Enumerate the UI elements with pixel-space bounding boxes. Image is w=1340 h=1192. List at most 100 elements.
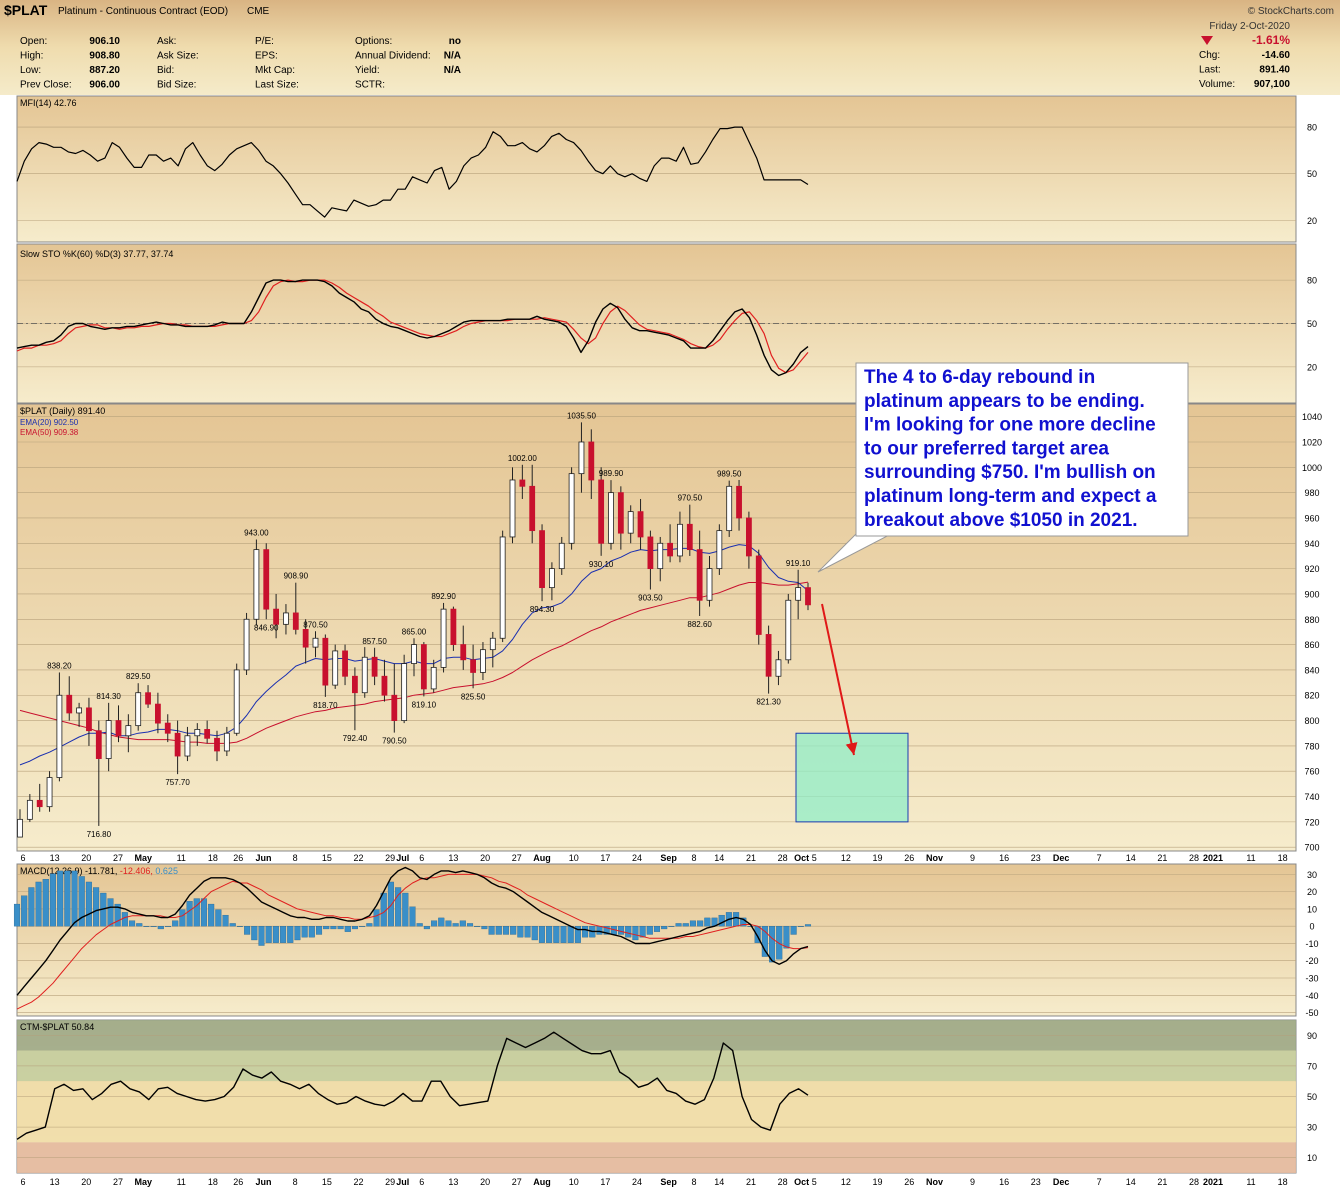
x-tick-label: 12 — [841, 1177, 851, 1187]
y-tick-label: 840 — [1304, 665, 1319, 675]
histogram-bar — [689, 920, 696, 927]
histogram-bar — [222, 914, 229, 927]
candle-body — [351, 675, 358, 694]
quote-label: Last: — [1199, 65, 1221, 76]
x-tick-label: 17 — [600, 1177, 610, 1187]
hist-value: 0.625 — [155, 866, 178, 876]
x-tick-label: Aug — [533, 853, 551, 863]
x-tick-label: Jul — [396, 853, 409, 863]
callout-box — [855, 362, 1189, 537]
histogram-bar — [143, 926, 150, 927]
candle-body — [135, 692, 142, 727]
price-annotation: 792.40 — [343, 734, 368, 743]
x-tick-label: 8 — [691, 853, 696, 863]
candle-body — [627, 511, 634, 534]
ctm-line — [16, 1031, 809, 1140]
x-tick-label: 26 — [233, 853, 243, 863]
quote-table: Open: 906.10 Ask: P/E: Options: no High: 908.80… — [20, 36, 461, 91]
quote-label: SCTR: — [355, 80, 385, 91]
quote-label: Ask: — [157, 36, 176, 47]
sto-k-line — [16, 279, 809, 377]
histogram-bar — [215, 909, 222, 927]
callout-line: to our preferred target area — [864, 438, 1109, 459]
histogram-bar — [337, 926, 344, 930]
histogram-bar — [172, 920, 179, 927]
candle-body — [765, 634, 772, 677]
x-tick-label: 28 — [1189, 853, 1199, 863]
x-tick-label: 5 — [812, 853, 817, 863]
macd-panel-frame — [16, 863, 1297, 1017]
candle-body — [26, 799, 33, 820]
histogram-bar — [625, 926, 632, 938]
mfi-panel-frame — [16, 95, 1297, 243]
x-tick-label: 23 — [1031, 853, 1041, 863]
candle-body — [312, 637, 319, 648]
x-tick-label: 15 — [322, 1177, 332, 1187]
histogram-bar — [567, 926, 574, 943]
candle-body — [647, 536, 654, 570]
candle-body — [263, 549, 270, 610]
candle-body — [332, 650, 339, 686]
histogram-bar — [646, 926, 653, 935]
x-tick-label: 20 — [480, 853, 490, 863]
candle-body — [283, 612, 289, 625]
quote-label: Bid: — [157, 65, 174, 76]
price-annotation: 903.50 — [638, 594, 663, 603]
quote-label: Low: — [20, 65, 41, 76]
quote-value: 906.00 — [89, 80, 120, 91]
quote-value: 891.40 — [1259, 65, 1290, 76]
candle-body — [430, 666, 437, 690]
histogram-bar — [747, 926, 754, 927]
candle-body — [795, 587, 802, 601]
x-tick-label: 6 — [419, 853, 424, 863]
x-tick-label: 22 — [353, 853, 363, 863]
candle-body — [420, 644, 427, 690]
price-annotation: 829.50 — [126, 672, 151, 681]
sto-d-line — [16, 279, 809, 374]
callout-line: platinum long-term and expect a — [864, 486, 1157, 507]
quote-label: Bid Size: — [157, 80, 196, 91]
y-tick-label: 820 — [1304, 691, 1319, 701]
callout-line: I'm looking for one more decline — [864, 415, 1156, 436]
credit: © StockCharts.com — [1248, 6, 1334, 17]
candle-body — [391, 694, 398, 721]
price-annotation: 989.90 — [599, 469, 624, 478]
candle-body — [273, 608, 280, 625]
histogram-bar — [301, 926, 308, 938]
candle-body — [598, 479, 605, 544]
histogram-bar — [704, 917, 711, 927]
x-tick-label: 8 — [691, 1177, 696, 1187]
candle-body — [519, 479, 526, 487]
callout-line: surrounding $750. I'm bullish on — [864, 462, 1156, 483]
quote-label: Options: — [355, 36, 392, 47]
x-tick-label: 20 — [480, 1177, 490, 1187]
price-annotation: 819.10 — [412, 700, 437, 709]
candle-body — [440, 608, 447, 668]
callout-line: breakout above $1050 in 2021. — [864, 510, 1138, 531]
candle-body — [775, 659, 782, 677]
y-tick-label: 0 — [1309, 922, 1314, 932]
candle-body — [805, 587, 811, 606]
candle-body — [105, 720, 112, 759]
candle-body — [56, 694, 63, 778]
quote-label: High: — [20, 51, 43, 62]
histogram-bar — [502, 926, 510, 935]
quote-value: -14.60 — [1262, 50, 1291, 61]
histogram-bar — [258, 926, 265, 946]
y-tick-label: 50 — [1307, 319, 1317, 329]
histogram-bar — [330, 926, 337, 930]
x-tick-label: 27 — [113, 1177, 123, 1187]
histogram-bar — [49, 873, 56, 927]
x-tick-label: 18 — [1278, 1177, 1288, 1187]
histogram-bar — [28, 887, 35, 927]
histogram-bar — [467, 923, 474, 927]
histogram-bar — [323, 926, 330, 930]
candle-body — [184, 735, 191, 757]
macd-line — [16, 866, 809, 996]
histogram-bar — [574, 926, 581, 943]
y-tick-label: 10 — [1307, 1153, 1317, 1163]
y-tick-label: -10 — [1305, 939, 1318, 949]
candle-body — [174, 732, 181, 757]
x-tick-label: 18 — [1278, 853, 1288, 863]
histogram-bar — [85, 881, 92, 927]
